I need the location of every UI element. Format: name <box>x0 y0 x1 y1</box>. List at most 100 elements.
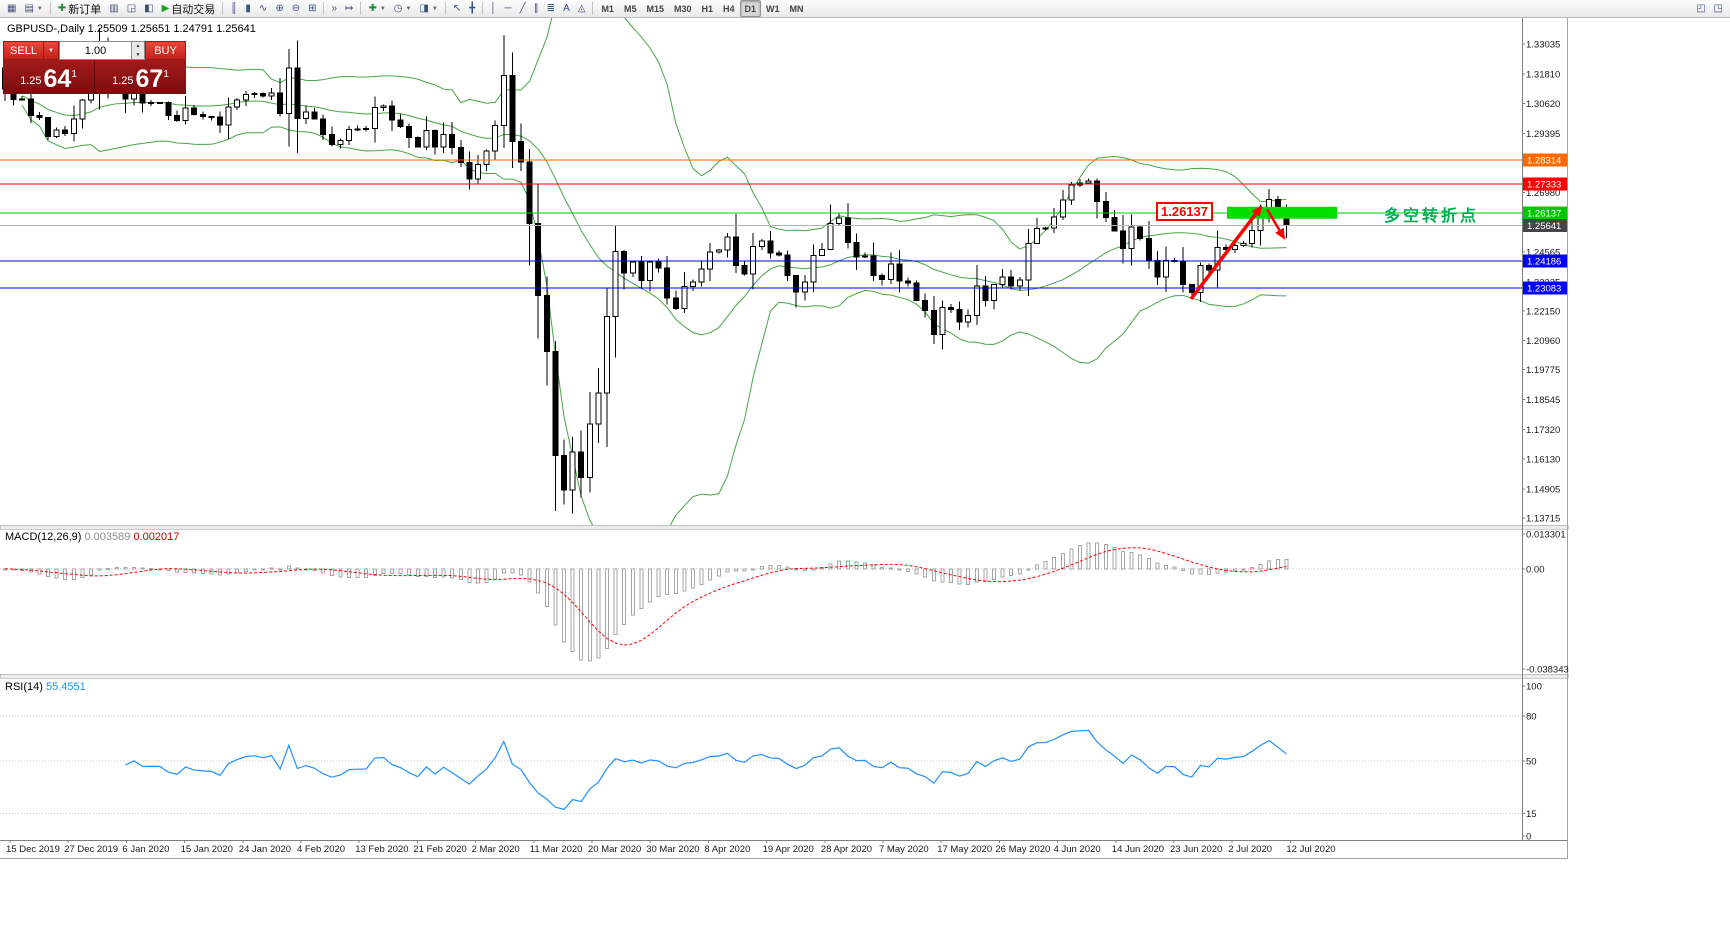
vertical-line-button[interactable]: │ <box>490 3 497 14</box>
timeframe-mn-button[interactable]: MN <box>789 3 804 14</box>
navigator-button[interactable]: ◧ <box>144 3 154 14</box>
periods-button[interactable]: ◷ ▼ <box>393 3 412 14</box>
one-click-trading-panel: SELL ▼ 1.00 ▲ ▼ BUY 1.25 64 1 1.25 67 1 <box>3 41 186 94</box>
svg-text:1.31810: 1.31810 <box>1526 70 1560 81</box>
dropdown-arrow-icon: ▼ <box>405 5 412 12</box>
svg-text:1.26137: 1.26137 <box>1527 209 1561 220</box>
svg-text:6 Jan 2020: 6 Jan 2020 <box>122 844 169 855</box>
svg-text:1.23083: 1.23083 <box>1527 284 1561 295</box>
bar-chart-button[interactable]: ║ <box>230 3 238 14</box>
new-order-button[interactable]: ✚ 新订单 <box>57 3 102 16</box>
data-window-button[interactable]: ◲ <box>126 3 137 14</box>
toolbar-separator <box>222 2 224 15</box>
volume-stepper[interactable]: ▲ ▼ <box>132 41 145 60</box>
horizontal-level-lines <box>0 159 1522 289</box>
svg-text:30 Mar 2020: 30 Mar 2020 <box>646 844 699 855</box>
fibonacci-button[interactable]: ≣ <box>546 3 556 14</box>
dropdown-arrow-icon: ▼ <box>379 5 386 12</box>
buy-button[interactable]: BUY <box>145 41 186 60</box>
svg-text:1.25641: 1.25641 <box>1527 221 1561 232</box>
timeframe-w1-button[interactable]: W1 <box>766 3 780 14</box>
svg-text:1.14905: 1.14905 <box>1526 484 1560 495</box>
svg-text:0.00: 0.00 <box>1526 564 1545 575</box>
svg-text:8 Apr 2020: 8 Apr 2020 <box>704 844 750 855</box>
price-level-label: 1.26137 <box>1156 202 1213 221</box>
sell-price-small: 1.25 <box>20 75 42 87</box>
timeframe-h1-button[interactable]: H1 <box>701 3 714 14</box>
timeframe-d1-button[interactable]: D1 <box>739 0 762 17</box>
timeframe-m30-button[interactable]: M30 <box>673 3 692 14</box>
new-chart-button[interactable]: ▦ <box>7 3 17 14</box>
volume-up-icon[interactable]: ▲ <box>135 43 141 49</box>
horizontal-line-button[interactable]: ─ <box>504 3 512 14</box>
svg-text:1.17320: 1.17320 <box>1526 425 1560 436</box>
crosshair-button[interactable]: ╋ <box>469 3 476 14</box>
dropdown-arrow-icon: ▼ <box>36 5 43 12</box>
buy-price-big: 67 <box>135 65 164 93</box>
volume-input[interactable]: 1.00 <box>59 41 132 60</box>
toolbar-separator <box>592 2 594 15</box>
cursor-button[interactable]: ↖ <box>452 3 462 14</box>
svg-text:20 Mar 2020: 20 Mar 2020 <box>588 844 641 855</box>
order-type-dropdown-icon[interactable]: ▼ <box>44 41 59 60</box>
volume-down-icon[interactable]: ▼ <box>135 51 141 58</box>
svg-text:50: 50 <box>1526 757 1537 768</box>
timeframe-m5-button[interactable]: M5 <box>623 3 637 14</box>
svg-text:1.20960: 1.20960 <box>1526 336 1560 347</box>
macd-main-value: 0.003589 <box>84 531 131 543</box>
candlesticks <box>2 27 1290 514</box>
svg-text:26 May 2020: 26 May 2020 <box>995 844 1050 855</box>
timeframe-h4-button[interactable]: H4 <box>723 3 735 14</box>
rsi-value: 55.4551 <box>45 681 86 693</box>
rsi-name: RSI(14) <box>5 681 43 693</box>
tile-windows-button[interactable]: ⊞ <box>308 3 317 14</box>
sell-button[interactable]: SELL <box>3 41 44 60</box>
svg-text:15 Jan 2020: 15 Jan 2020 <box>181 844 233 855</box>
candlestick-chart-button[interactable]: ▮ <box>245 3 251 14</box>
chart-forward-button[interactable]: ◳ <box>1713 3 1723 14</box>
svg-text:2 Jul 2020: 2 Jul 2020 <box>1228 844 1272 855</box>
svg-text:11 Mar 2020: 11 Mar 2020 <box>530 844 583 855</box>
svg-text:14 Jun 2020: 14 Jun 2020 <box>1112 844 1164 855</box>
arrow-objects-button[interactable]: ◬ <box>577 3 586 14</box>
macd-histogram <box>3 542 1289 662</box>
svg-text:4 Jun 2020: 4 Jun 2020 <box>1054 844 1101 855</box>
chart-shift-button[interactable]: ↦ <box>345 3 354 14</box>
line-chart-button[interactable]: ∿ <box>258 3 268 14</box>
auto-scroll-button[interactable]: » <box>331 3 338 14</box>
svg-text:100: 100 <box>1526 682 1542 693</box>
market-watch-button[interactable]: ▥ <box>109 3 119 14</box>
trend-arrows <box>1189 205 1286 301</box>
indicators-button[interactable]: ✚ ▼ <box>368 3 386 14</box>
macd-indicator-label: MACD(12,26,9) 0.003589 0.002017 <box>5 531 179 543</box>
svg-text:2 Mar 2020: 2 Mar 2020 <box>472 844 520 855</box>
templates-button[interactable]: ◨ ▼ <box>419 3 438 14</box>
svg-text:27 Dec 2019: 27 Dec 2019 <box>64 844 118 855</box>
buy-price-small: 1.25 <box>112 75 134 87</box>
macd-name: MACD(12,26,9) <box>5 531 82 543</box>
chart-back-button[interactable]: ◰ <box>1696 3 1706 14</box>
timeframe-m1-button[interactable]: M1 <box>601 3 614 14</box>
macd-signal-value: 0.002017 <box>133 531 180 543</box>
svg-text:1.19775: 1.19775 <box>1526 365 1560 376</box>
text-button[interactable]: A <box>563 3 570 14</box>
channel-button[interactable]: ∥ <box>533 3 539 14</box>
zoom-in-button[interactable]: ⊕ <box>275 3 284 14</box>
sell-price-pipette: 1 <box>71 69 77 80</box>
svg-text:1.29395: 1.29395 <box>1526 129 1560 140</box>
autotrade-button[interactable]: ▶ 自动交易 <box>161 3 216 16</box>
one-click-top-row: SELL ▼ 1.00 ▲ ▼ BUY <box>3 41 186 60</box>
profiles-button[interactable]: ▤ ▼ <box>24 3 43 14</box>
toolbar: ▦ ▤ ▼ ✚ 新订单 ▥ ◲ ◧ ▶ 自动交易 ║ ▮ ∿ ⊕ ⊖ ⊞ » ↦ ✚ ▼ ◷ ▼ ◨ ▼ ↖ ╋ │ ─ ╱ ∥ ≣ A ◬ M1… <box>0 0 1730 18</box>
zoom-out-button[interactable]: ⊖ <box>291 3 301 14</box>
timeframe-m15-button[interactable]: M15 <box>646 3 664 14</box>
sell-price[interactable]: 1.25 64 1 <box>3 60 95 94</box>
buy-price[interactable]: 1.25 67 1 <box>95 60 186 94</box>
svg-text:15: 15 <box>1526 809 1537 820</box>
svg-text:12 Jul 2020: 12 Jul 2020 <box>1286 844 1335 855</box>
svg-text:1.16130: 1.16130 <box>1526 454 1560 465</box>
trendline-button[interactable]: ╱ <box>519 3 526 14</box>
svg-text:0.013301: 0.013301 <box>1526 530 1566 541</box>
